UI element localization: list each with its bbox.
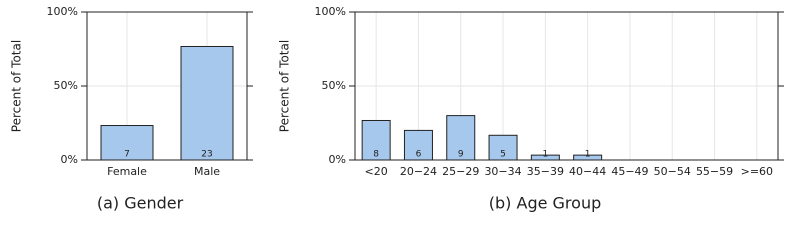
y-axis-label: Percent of Total bbox=[10, 40, 24, 132]
y-axis-label: Percent of Total bbox=[278, 40, 292, 132]
x-tick-label: <20 bbox=[365, 165, 388, 178]
x-tick-label: 55−59 bbox=[696, 165, 733, 178]
caption: (a) Gender bbox=[97, 194, 184, 213]
bar bbox=[403, 129, 433, 161]
y-tick-label: 100% bbox=[47, 5, 78, 18]
bar bbox=[361, 119, 391, 161]
page: 0% 50% 100% 7 Female 23 Male Percent of Total (a… bbox=[9, 5, 784, 213]
count-label: 7 bbox=[124, 150, 130, 160]
bar bbox=[488, 134, 518, 161]
x-tick-label: 25−29 bbox=[442, 165, 479, 178]
y-tick-label: 50% bbox=[322, 79, 346, 92]
caption: (b) Age Group bbox=[489, 194, 601, 213]
x-tick-label: 35−39 bbox=[527, 165, 564, 178]
count-label: 6 bbox=[416, 150, 422, 160]
x-tick-label: 40−44 bbox=[569, 165, 606, 178]
x-tick-label: 50−54 bbox=[654, 165, 691, 178]
bar bbox=[180, 45, 234, 161]
bar bbox=[100, 125, 154, 161]
count-label: 1 bbox=[585, 150, 591, 160]
x-tick-label: >=60 bbox=[741, 165, 773, 178]
count-label: 1 bbox=[542, 150, 548, 160]
bar bbox=[446, 115, 476, 161]
plot-frame bbox=[86, 11, 248, 161]
count-label: 5 bbox=[500, 150, 506, 160]
x-tick-label: Female bbox=[107, 165, 147, 178]
y-tick-label: 0% bbox=[329, 153, 346, 166]
count-label: 8 bbox=[373, 150, 379, 160]
x-tick-label: Male bbox=[194, 165, 220, 178]
x-tick-label: 20−24 bbox=[400, 165, 437, 178]
x-tick-label: 30−34 bbox=[484, 165, 521, 178]
plot-frame bbox=[354, 11, 779, 161]
y-tick-label: 50% bbox=[54, 79, 78, 92]
y-tick-label: 100% bbox=[315, 5, 346, 18]
x-tick-label: 45−49 bbox=[611, 165, 648, 178]
count-label: 9 bbox=[458, 150, 464, 160]
count-label: 23 bbox=[201, 150, 212, 160]
y-tick-label: 0% bbox=[61, 153, 78, 166]
